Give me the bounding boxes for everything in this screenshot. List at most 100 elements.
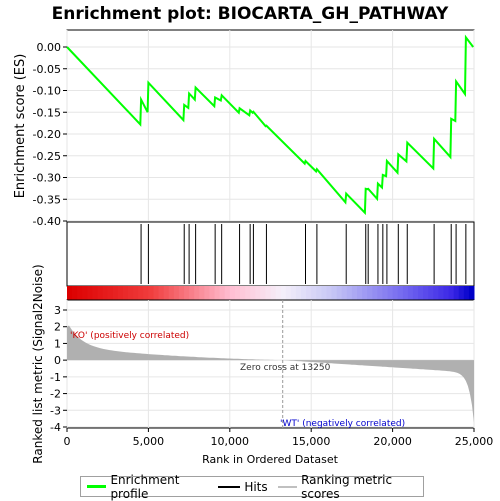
colorbar-segment — [82, 286, 88, 300]
colorbar-segment — [163, 286, 170, 300]
colorbar-segment — [341, 286, 348, 300]
colorbar-segment — [229, 286, 236, 300]
colorbar-segment — [219, 286, 226, 300]
enrichment-profile-line — [66, 34, 474, 216]
es-tick-label: -0.15 — [33, 106, 61, 119]
colorbar-segment — [407, 286, 414, 300]
legend: Enrichment profile Hits Ranking metric s… — [80, 473, 424, 501]
colorbar-segment — [107, 286, 114, 300]
colorbar-segment — [224, 286, 231, 300]
colorbar-segment — [331, 286, 338, 300]
legend-swatch-metric — [277, 485, 298, 488]
hit-markers — [140, 224, 467, 284]
colorbar-segment — [306, 286, 312, 300]
legend-label: Hits — [244, 479, 268, 494]
colorbar-segment — [250, 286, 256, 300]
colorbar-segment — [336, 286, 343, 300]
colorbar-segment — [316, 286, 322, 300]
colorbar-segment — [194, 286, 200, 300]
colorbar-segment — [133, 286, 139, 300]
colorbar-segment — [290, 286, 297, 300]
colorbar-segment — [97, 286, 104, 300]
es-tick-label: 0.00 — [37, 41, 62, 54]
colorbar-segment — [260, 286, 266, 300]
rank-colorbar — [67, 286, 475, 300]
colorbar-segment — [397, 286, 404, 300]
colorbar-segment — [67, 286, 73, 300]
colorbar-segment — [377, 286, 383, 300]
es-tick-label: -0.05 — [33, 63, 61, 76]
colorbar-segment — [321, 286, 327, 300]
colorbar-segment — [199, 286, 205, 300]
metric-y-axis-ticks: 3 2 1 0 -1 -2 -3 -4 — [50, 304, 67, 434]
colorbar-segment — [87, 286, 93, 300]
colorbar-segment — [412, 286, 419, 300]
x-axis-ticks: 0 5,000 10,000 15,000 20,000 25,000 — [64, 428, 494, 448]
es-tick-label: -0.40 — [33, 215, 61, 228]
colorbar-segment — [382, 286, 389, 300]
legend-swatch-profile — [87, 485, 107, 488]
es-tick-label: -0.30 — [33, 172, 61, 185]
colorbar-segment — [311, 286, 317, 300]
es-y-axis-label: Enrichment score (ES) — [13, 54, 28, 199]
colorbar-segment — [117, 286, 124, 300]
x-axis-label: Rank in Ordered Dataset — [202, 453, 339, 466]
colorbar-segment — [438, 286, 444, 300]
colorbar-segment — [204, 286, 210, 300]
metric-tick-label: -2 — [50, 388, 61, 401]
colorbar-segment — [77, 286, 83, 300]
colorbar-segment — [153, 286, 160, 300]
es-tick-label: -0.10 — [33, 85, 61, 98]
colorbar-segment — [387, 286, 394, 300]
colorbar-segment — [72, 286, 78, 300]
colorbar-segment — [443, 286, 450, 300]
colorbar-segment — [158, 286, 165, 300]
colorbar-segment — [418, 286, 424, 300]
colorbar-segment — [92, 286, 99, 300]
colorbar-segment — [138, 286, 144, 300]
es-tick-label: -0.20 — [33, 128, 61, 141]
es-tick-label: -0.35 — [33, 193, 61, 206]
colorbar-segment — [112, 286, 119, 300]
metric-tick-label: 3 — [54, 304, 61, 317]
colorbar-segment — [189, 286, 195, 300]
colorbar-segment — [433, 286, 439, 300]
legend-item-enrichment-profile: Enrichment profile — [87, 473, 208, 501]
legend-item-ranking-metric: Ranking metric scores — [277, 473, 419, 501]
colorbar-segment — [301, 286, 307, 300]
metric-tick-label: -3 — [50, 404, 61, 417]
legend-item-hits: Hits — [218, 479, 268, 494]
colorbar-segment — [372, 286, 378, 300]
x-tick-label: 0 — [64, 435, 71, 448]
x-tick-label: 20,000 — [373, 435, 412, 448]
colorbar-segment — [351, 286, 358, 300]
colorbar-segment — [148, 286, 154, 300]
colorbar-segment — [423, 286, 429, 300]
metric-tick-label: -4 — [50, 421, 61, 434]
metric-tick-label: 0 — [54, 354, 61, 367]
positive-annotation: 'KO' (positively correlated) — [70, 331, 189, 341]
colorbar-segment — [356, 286, 363, 300]
colorbar-segment — [326, 286, 333, 300]
colorbar-segment — [102, 286, 109, 300]
colorbar-segment — [402, 286, 409, 300]
x-tick-label: 5,000 — [133, 435, 165, 448]
colorbar-segment — [122, 286, 129, 300]
es-gridlines — [66, 30, 475, 222]
legend-swatch-hits — [218, 485, 241, 488]
colorbar-segment — [209, 286, 216, 300]
colorbar-segment — [453, 286, 460, 300]
colorbar-segment — [295, 286, 302, 300]
colorbar-segment — [128, 286, 134, 300]
x-tick-label: 25,000 — [455, 435, 494, 448]
colorbar-segment — [458, 286, 465, 300]
colorbar-segment — [270, 286, 277, 300]
colorbar-segment — [448, 286, 455, 300]
colorbar-segment — [463, 286, 470, 300]
metric-tick-label: 1 — [54, 337, 61, 350]
chart-title: Enrichment plot: BIOCARTA_GH_PATHWAY — [52, 4, 449, 24]
colorbar-segment — [214, 286, 221, 300]
metric-tick-label: 2 — [54, 321, 61, 334]
colorbar-segment — [178, 286, 185, 300]
colorbar-segment — [275, 286, 282, 300]
